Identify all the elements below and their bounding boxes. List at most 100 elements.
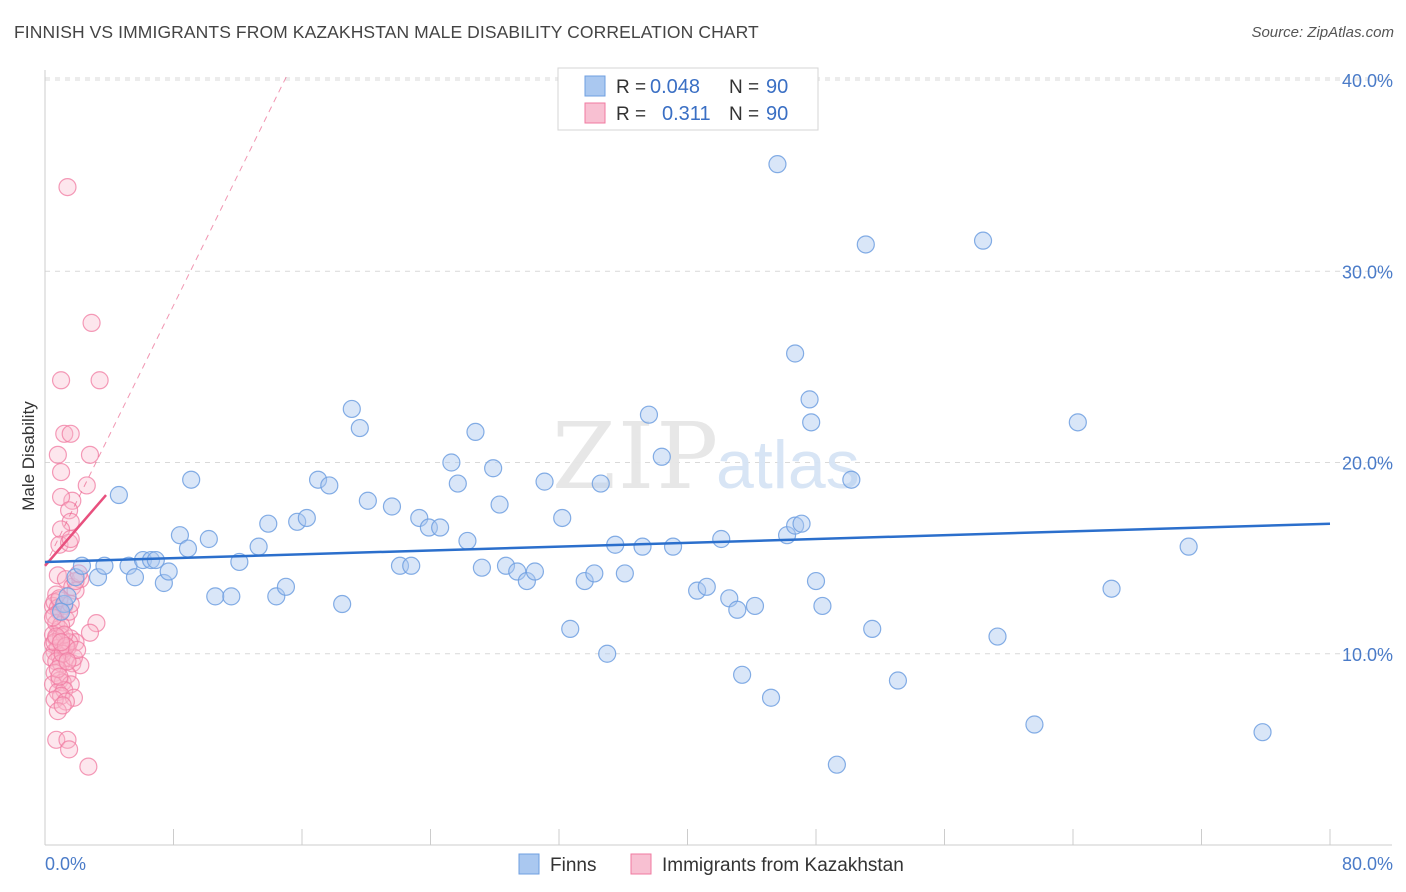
finns-point bbox=[51, 602, 71, 621]
bottom-legend: Finns Immigrants from Kazakhstan bbox=[518, 853, 904, 876]
finns-point bbox=[575, 571, 594, 591]
finns-point bbox=[259, 514, 278, 533]
finns-point bbox=[712, 529, 731, 549]
finns-point bbox=[320, 476, 339, 495]
finns-point bbox=[472, 558, 491, 577]
finns-points bbox=[51, 155, 1272, 774]
finns-point bbox=[806, 571, 826, 591]
finns-point bbox=[178, 539, 198, 558]
legend-r-label-kazakhstan: R = bbox=[616, 104, 646, 125]
finns-point bbox=[525, 562, 545, 581]
finns-point bbox=[1102, 579, 1121, 598]
kazakhstan-point bbox=[51, 371, 71, 390]
finns-point bbox=[827, 755, 846, 774]
legend-r-value-finns: 0.048 bbox=[650, 76, 700, 98]
finns-point bbox=[358, 491, 377, 510]
watermark: ZIP atlas bbox=[552, 403, 860, 510]
finns-point bbox=[728, 600, 747, 619]
gridlines bbox=[45, 77, 1392, 655]
finns-point bbox=[222, 587, 241, 606]
kazakhstan-point bbox=[55, 680, 74, 700]
kazakhstan-point bbox=[51, 487, 71, 507]
finns-point bbox=[410, 508, 429, 528]
finns-point bbox=[615, 564, 634, 583]
finns-point bbox=[800, 390, 819, 409]
kazakhstan-point bbox=[58, 178, 77, 197]
kazakhstan-point bbox=[80, 445, 100, 464]
kazakhstan-point bbox=[58, 652, 77, 671]
finns-point bbox=[267, 587, 286, 606]
kazakhstan-point bbox=[59, 501, 79, 520]
kazakhstan-point bbox=[55, 424, 74, 443]
finns-point bbox=[697, 577, 716, 596]
finns-point bbox=[842, 470, 861, 489]
finns-point bbox=[448, 474, 467, 493]
y-tick-label: 30.0% bbox=[1342, 262, 1393, 282]
kazakhstan-point bbox=[61, 424, 80, 443]
finns-point bbox=[333, 594, 352, 614]
finns-point bbox=[249, 537, 268, 556]
finns-point bbox=[768, 155, 787, 174]
y-tick-labels: 10.0% 20.0% 30.0% 40.0% bbox=[1342, 71, 1393, 665]
finns-point bbox=[308, 470, 328, 489]
finns-point bbox=[170, 526, 190, 545]
bottom-legend-swatch-finns bbox=[518, 853, 540, 875]
finns-point bbox=[652, 447, 671, 466]
finns-point bbox=[154, 573, 173, 593]
finns-trend-line bbox=[44, 522, 1331, 564]
watermark-atlas: atlas bbox=[716, 427, 860, 503]
finns-point bbox=[508, 562, 527, 581]
finns-point bbox=[442, 453, 461, 472]
finns-point bbox=[598, 644, 617, 663]
finns-point bbox=[591, 474, 610, 493]
finns-point bbox=[125, 568, 145, 587]
legend-box: R = 0.048 N = 90 R = 0.311 N = 90 bbox=[557, 67, 819, 131]
bottom-legend-label-finns: Finns bbox=[550, 855, 596, 876]
kazakhstan-point bbox=[63, 491, 82, 510]
bottom-legend-label-kazakhstan: Immigrants from Kazakhstan bbox=[662, 855, 904, 876]
x-tick-label: 0.0% bbox=[45, 854, 86, 874]
chart-source: Source: ZipAtlas.com bbox=[1251, 24, 1394, 41]
finns-point bbox=[109, 485, 128, 505]
finns-point bbox=[1179, 537, 1198, 556]
kazakhstan-point bbox=[59, 740, 79, 759]
finns-point bbox=[1068, 413, 1087, 432]
axes bbox=[44, 70, 1392, 846]
finns-point bbox=[206, 587, 225, 606]
finns-point bbox=[535, 472, 554, 491]
finns-point bbox=[484, 459, 503, 478]
finns-point bbox=[973, 231, 993, 250]
finns-point bbox=[745, 596, 765, 616]
legend-r-label-finns: R = bbox=[616, 77, 646, 98]
kazakhstan-trend-extension bbox=[44, 74, 288, 566]
kazakhstan-point bbox=[80, 623, 100, 642]
finns-point bbox=[786, 344, 805, 363]
finns-point bbox=[66, 568, 85, 587]
legend-swatch-finns bbox=[584, 75, 606, 97]
kazakhstan-point bbox=[51, 633, 71, 652]
legend-n-value-finns: 90 bbox=[766, 76, 788, 98]
kazakhstan-point bbox=[90, 371, 109, 390]
legend-n-label-kazakhstan: N = bbox=[729, 104, 759, 125]
legend-r-value-kazakhstan: 0.311 bbox=[662, 103, 711, 125]
finns-point bbox=[496, 556, 516, 575]
finns-point bbox=[633, 537, 652, 556]
y-tick-label: 40.0% bbox=[1342, 71, 1393, 91]
finns-point bbox=[182, 470, 201, 489]
finns-point bbox=[458, 531, 477, 551]
bottom-legend-swatch-kazakhstan bbox=[630, 853, 652, 875]
finns-point bbox=[230, 552, 249, 572]
finns-point bbox=[58, 587, 77, 606]
kazakhstan-point bbox=[50, 667, 69, 686]
kazakhstan-point bbox=[51, 462, 71, 482]
finns-point bbox=[561, 619, 580, 638]
watermark-zip: ZIP bbox=[552, 403, 720, 510]
legend-n-label-finns: N = bbox=[729, 77, 759, 98]
finns-point bbox=[1025, 715, 1044, 734]
finns-point bbox=[802, 413, 821, 432]
finns-point bbox=[199, 529, 218, 549]
legend-swatch-kazakhstan bbox=[584, 102, 606, 124]
finns-point bbox=[761, 688, 781, 707]
kazakhstan-trend-line bbox=[44, 494, 107, 567]
